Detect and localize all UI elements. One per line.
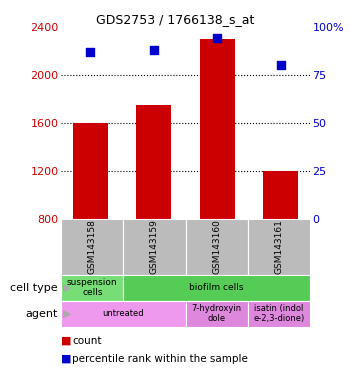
Text: agent: agent [25,309,58,319]
Text: GDS2753 / 1766138_s_at: GDS2753 / 1766138_s_at [96,13,254,26]
Point [151,47,156,53]
Text: GSM143161: GSM143161 [274,219,283,274]
Text: ■: ■ [61,354,72,364]
Text: biofilm cells: biofilm cells [189,283,244,292]
Text: GSM143159: GSM143159 [150,219,159,274]
Bar [264,171,299,219]
Text: suspension
cells: suspension cells [67,278,118,297]
Bar [200,39,235,219]
Text: ▶: ▶ [63,309,71,319]
Text: cell type: cell type [10,283,58,293]
Text: ■: ■ [61,336,72,346]
Text: GSM143158: GSM143158 [88,219,97,274]
Point [278,62,284,68]
Text: percentile rank within the sample: percentile rank within the sample [72,354,248,364]
Text: count: count [72,336,102,346]
Text: isatin (indol
e-2,3-dione): isatin (indol e-2,3-dione) [253,304,304,323]
Bar [72,123,107,219]
Text: untreated: untreated [103,309,144,318]
Text: GSM143160: GSM143160 [212,219,221,274]
Point [87,49,93,55]
Text: ▶: ▶ [63,283,71,293]
Point [215,35,220,41]
Text: 7-hydroxyin
dole: 7-hydroxyin dole [191,304,242,323]
Bar [136,105,171,219]
